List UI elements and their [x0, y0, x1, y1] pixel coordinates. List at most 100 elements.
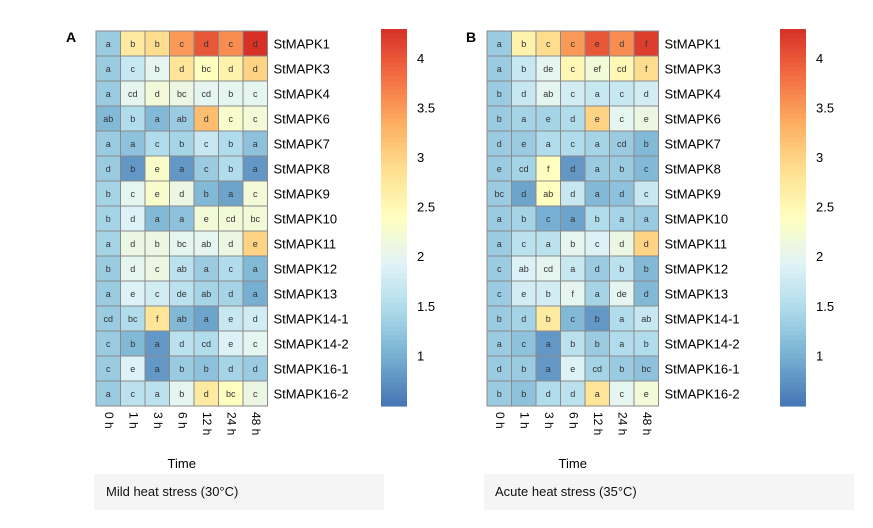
cell-letter-label: e — [228, 314, 233, 324]
cell-letter-label: a — [179, 214, 184, 224]
colorbar-segment — [780, 278, 806, 285]
colorbar-segment — [381, 118, 407, 124]
heatmap-cell — [218, 380, 244, 407]
cell-letter-label: e — [155, 189, 160, 199]
colorbar-segment — [780, 302, 806, 308]
colorbar-segment — [780, 61, 806, 68]
cell-letter-label: a — [595, 289, 600, 299]
cell-letter-label: cd — [617, 64, 627, 74]
colorbar-segment — [780, 283, 806, 289]
heatmap-cell — [560, 105, 586, 132]
heatmap-cell — [144, 280, 170, 307]
cell-letter-label: ab — [641, 314, 651, 324]
cell-letter-label: a — [179, 164, 184, 174]
heatmap-cell — [218, 105, 244, 132]
colorbar-segment — [780, 349, 806, 355]
cell-letter-label: b — [619, 264, 624, 274]
cell-letter-label: c — [155, 264, 160, 274]
colorbar-tick-label: 1 — [816, 348, 823, 363]
heatmap-cell — [609, 305, 635, 332]
colorbar-segment — [780, 373, 806, 379]
colorbar-segment — [780, 146, 806, 153]
colorbar-segment — [381, 297, 407, 303]
cell-letter-label: e — [595, 114, 600, 124]
colorbar-segment — [780, 137, 806, 143]
cell-letter-label: ab — [201, 239, 211, 249]
colorbar-segment — [381, 189, 407, 195]
colorbar-segment — [381, 330, 407, 336]
heatmap-cell — [218, 205, 244, 232]
heatmap-cell — [560, 55, 586, 82]
column-label: 1 h — [518, 412, 532, 429]
colorbar-segment — [780, 264, 806, 270]
colorbar-segment — [780, 123, 806, 129]
cell-letter-label: a — [253, 164, 258, 174]
colorbar-segment — [381, 212, 407, 219]
cell-letter-label: b — [644, 264, 649, 274]
heatmap-cell — [242, 380, 268, 407]
colorbar-segment — [381, 71, 407, 77]
cell-letter-label: a — [106, 239, 111, 249]
colorbar-segment — [381, 236, 407, 242]
colorbar-segment — [780, 307, 806, 313]
cell-letter-label: d — [521, 89, 526, 99]
row-label: StMAPK14-1 — [665, 312, 740, 327]
cell-letter-label: bc — [128, 314, 138, 324]
colorbar-segment — [780, 222, 806, 228]
cell-letter-label: c — [571, 89, 576, 99]
row-label: StMAPK14-2 — [665, 337, 740, 352]
heatmap-cell — [633, 105, 659, 132]
colorbar-segment — [381, 109, 407, 115]
row-label: StMAPK9 — [665, 187, 721, 202]
colorbar-segment — [780, 311, 806, 318]
cell-letter-label: a — [106, 389, 111, 399]
cell-letter-label: c — [155, 289, 160, 299]
colorbar-segment — [381, 146, 407, 153]
heatmap-cell — [95, 155, 121, 182]
cell-letter-label: b — [179, 139, 184, 149]
colorbar-segment — [381, 104, 407, 110]
colorbar-segment — [780, 363, 806, 369]
colorbar-segment — [780, 297, 806, 303]
heatmap-cell — [95, 205, 121, 232]
heatmap-cell — [535, 380, 561, 407]
row-label: StMAPK4 — [665, 87, 721, 102]
cell-letter-label: d — [179, 189, 184, 199]
row-label: StMAPK3 — [274, 62, 330, 77]
cell-letter-label: b — [130, 339, 135, 349]
colorbar-segment — [381, 391, 407, 398]
colorbar-segment — [780, 170, 806, 176]
colorbar-segment — [381, 123, 407, 129]
caption-bar-b — [484, 474, 854, 510]
cell-letter-label: d — [644, 239, 649, 249]
colorbar-segment — [381, 76, 407, 82]
row-label: StMAPK16-1 — [274, 362, 349, 377]
cell-letter-label: c — [204, 139, 209, 149]
colorbar-segment — [780, 57, 806, 63]
heatmap-cell — [535, 230, 561, 257]
colorbar-segment — [381, 311, 407, 318]
cell-letter-label: c — [131, 389, 136, 399]
cell-letter-label: ab — [177, 314, 187, 324]
cell-letter-label: c — [155, 139, 160, 149]
heatmap-cell — [169, 205, 195, 232]
colorbar-segment — [381, 278, 407, 285]
column-label: 6 h — [176, 412, 190, 429]
row-label: StMAPK11 — [274, 237, 337, 252]
colorbar-segment — [381, 57, 407, 63]
cell-letter-label: c — [522, 339, 527, 349]
cell-letter-label: b — [106, 189, 111, 199]
heatmap-cell — [120, 205, 146, 232]
colorbar-segment — [381, 292, 407, 299]
heatmap-cell — [95, 380, 121, 407]
cell-letter-label: b — [497, 114, 502, 124]
cell-letter-label: d — [570, 389, 575, 399]
heatmap-cell — [120, 355, 146, 382]
colorbar-segment — [381, 184, 407, 190]
row-label: StMAPK12 — [274, 262, 338, 277]
cell-letter-label: d — [570, 189, 575, 199]
heatmap-cell — [242, 80, 268, 107]
cell-letter-label: a — [228, 189, 233, 199]
colorbar-tick-label: 2.5 — [816, 200, 834, 215]
heatmap-cell — [633, 330, 659, 357]
